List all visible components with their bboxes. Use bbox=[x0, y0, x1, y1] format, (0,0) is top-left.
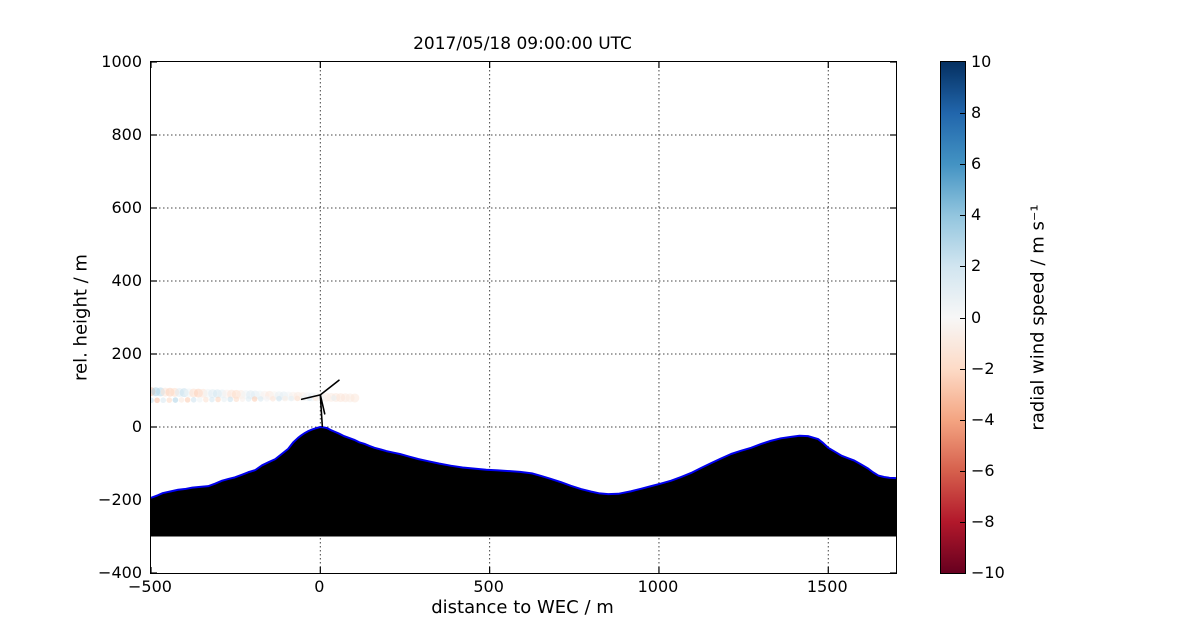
colorbar-tick-label: 4 bbox=[971, 205, 982, 225]
y-axis-label: rel. height / m bbox=[70, 254, 92, 381]
scan-point bbox=[215, 396, 221, 403]
x-tick-label: 500 bbox=[473, 577, 504, 596]
scan-point bbox=[288, 395, 294, 402]
colorbar-tick-mark bbox=[960, 164, 965, 166]
scan-point bbox=[257, 396, 264, 402]
turbine-blade bbox=[319, 379, 340, 396]
colorbar-tick-label: 2 bbox=[971, 256, 982, 276]
x-tick-label: 1500 bbox=[806, 577, 848, 596]
scan-point bbox=[151, 397, 154, 404]
colorbar-label: radial wind speed / m s⁻¹ bbox=[1027, 204, 1049, 431]
scan-point bbox=[221, 396, 227, 403]
scan-point bbox=[160, 397, 166, 404]
plot-canvas bbox=[151, 62, 896, 573]
colorbar-tick-mark bbox=[960, 368, 965, 370]
terrain-silhouette bbox=[151, 427, 896, 537]
y-tick-label: 0 bbox=[131, 417, 142, 436]
x-axis-label: distance to WEC / m bbox=[431, 597, 614, 618]
scan-point bbox=[270, 395, 276, 402]
y-tick-label: −400 bbox=[98, 563, 142, 582]
scan-point bbox=[324, 395, 331, 401]
scan-point bbox=[350, 393, 360, 403]
terrain-surface-line bbox=[151, 426, 896, 499]
scan-point bbox=[331, 395, 337, 401]
colorbar-tick-label: −8 bbox=[971, 511, 995, 531]
scan-point bbox=[166, 397, 173, 403]
colorbar-tick-mark bbox=[960, 266, 965, 268]
chart-title: 2017/05/18 09:00:00 UTC bbox=[413, 34, 632, 54]
colorbar-tick-mark bbox=[960, 215, 965, 217]
scan-point bbox=[178, 397, 185, 403]
colorbar-tick-mark bbox=[960, 317, 965, 319]
colorbar bbox=[940, 61, 966, 574]
plot-area bbox=[150, 61, 897, 574]
scan-point bbox=[251, 396, 258, 402]
scan-point bbox=[203, 396, 209, 403]
x-tick-label: 0 bbox=[314, 577, 325, 596]
colorbar-tick-mark bbox=[960, 419, 965, 421]
y-tick-label: 200 bbox=[111, 344, 142, 363]
colorbar-tick-label: 10 bbox=[971, 52, 992, 71]
turbine-blade bbox=[300, 394, 322, 401]
scan-point bbox=[184, 397, 191, 403]
colorbar-tick-label: −10 bbox=[971, 563, 1005, 582]
colorbar-tick-label: −6 bbox=[971, 460, 995, 480]
turbine-blade bbox=[319, 394, 326, 415]
colorbar-tick-label: 0 bbox=[971, 307, 982, 327]
y-tick-label: 400 bbox=[111, 271, 142, 290]
scan-point bbox=[190, 397, 197, 403]
colorbar-tick-mark bbox=[960, 470, 965, 472]
scan-point bbox=[209, 396, 215, 403]
scan-point bbox=[196, 396, 203, 403]
scan-point bbox=[154, 397, 160, 404]
colorbar-tick-mark bbox=[960, 113, 965, 115]
colorbar-tick-label: −2 bbox=[971, 358, 995, 378]
scan-point bbox=[294, 395, 301, 402]
scan-point bbox=[239, 396, 246, 402]
scan-point bbox=[245, 396, 252, 402]
scan-point bbox=[276, 395, 282, 402]
turbine-tower bbox=[319, 394, 324, 428]
x-tick-label: −500 bbox=[128, 577, 172, 596]
y-tick-label: 600 bbox=[111, 198, 142, 217]
y-tick-label: 800 bbox=[111, 125, 142, 144]
scan-point bbox=[264, 396, 270, 402]
colorbar-tick-label: 8 bbox=[971, 103, 982, 123]
colorbar-tick-label: −4 bbox=[971, 409, 995, 429]
y-tick-label: −200 bbox=[98, 490, 142, 509]
colorbar-tick-label: 6 bbox=[971, 154, 982, 174]
x-tick-label: 1000 bbox=[637, 577, 679, 596]
colorbar-tick-mark bbox=[960, 521, 965, 523]
scan-point bbox=[172, 397, 179, 403]
scan-point bbox=[227, 396, 234, 403]
y-tick-label: 1000 bbox=[101, 52, 142, 71]
scan-point bbox=[233, 396, 240, 403]
scan-point bbox=[282, 395, 288, 402]
